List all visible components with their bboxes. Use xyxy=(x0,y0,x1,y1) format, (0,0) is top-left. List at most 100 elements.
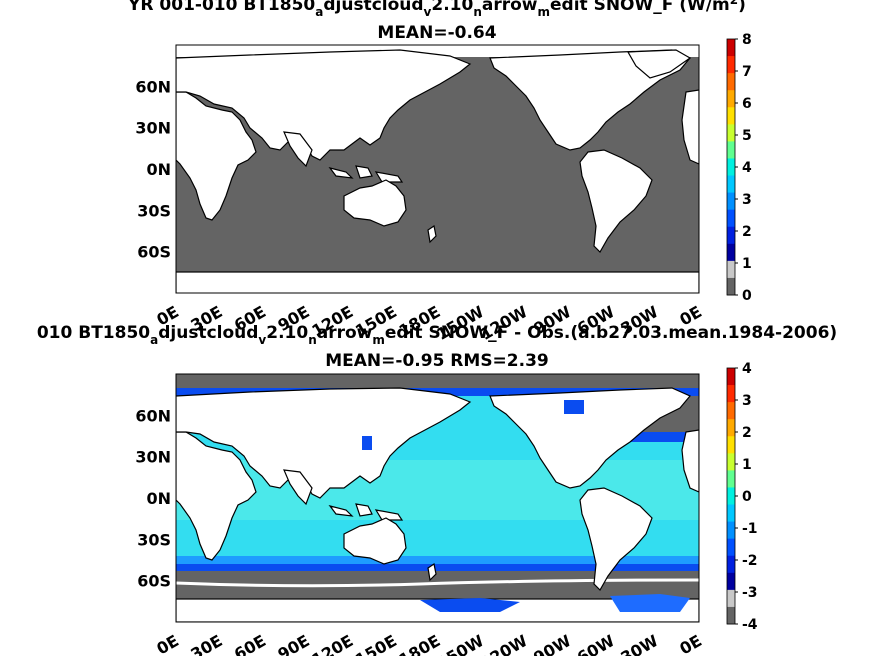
bottom-plot-frame xyxy=(175,373,700,623)
colorbar-segment xyxy=(727,141,735,159)
bottom-hudson-patch xyxy=(564,400,584,414)
bottom-africa-europe xyxy=(176,396,257,561)
top-panel-subtitle: MEAN=-0.64 xyxy=(377,23,496,43)
bottom-colorbar: 4 3 2 1 0 -1 -2 -3 -4 xyxy=(726,361,758,633)
colorbar-tick-label: 4 xyxy=(742,160,752,176)
colorbar-tick-label: 4 xyxy=(742,361,752,377)
colorbar-tick-label: 1 xyxy=(742,256,752,272)
y-tick-label: 60S xyxy=(137,572,171,591)
colorbar-tick-label: 7 xyxy=(742,64,752,80)
top-right-edge-land xyxy=(681,89,699,165)
colorbar-segment xyxy=(727,107,735,125)
colorbar-segment xyxy=(727,73,735,91)
colorbar-segment xyxy=(727,277,735,296)
colorbar-tick-label: -3 xyxy=(742,585,758,601)
top-antarctica xyxy=(176,271,699,293)
colorbar-segment xyxy=(727,368,735,386)
x-tick-label: 90W xyxy=(530,631,574,656)
x-tick-label: 120W xyxy=(477,631,531,656)
x-tick-label: 90E xyxy=(274,631,312,656)
colorbar-tick-label: -1 xyxy=(742,521,758,537)
x-tick-label: 30E xyxy=(187,631,225,656)
bottom-japan-sea-patch xyxy=(362,436,372,450)
y-tick-label: 30S xyxy=(137,201,171,220)
top-india xyxy=(283,131,313,168)
y-tick-label: 60N xyxy=(135,77,171,96)
colorbar-segment xyxy=(727,56,735,74)
bottom-panel-subtitle: MEAN=-0.95 RMS=2.39 xyxy=(325,351,549,371)
colorbar-segment xyxy=(727,453,735,471)
colorbar-segment xyxy=(727,419,735,437)
top-greenland xyxy=(626,49,692,79)
colorbar-segment xyxy=(727,243,735,262)
bottom-india xyxy=(283,469,313,506)
colorbar-tick-label: 5 xyxy=(742,128,752,144)
colorbar-segment xyxy=(727,226,735,245)
colorbar-tick-label: -2 xyxy=(742,553,758,569)
bottom-arctic-grey xyxy=(176,374,699,388)
bottom-south-band-1 xyxy=(176,556,699,564)
colorbar-tick-label: 1 xyxy=(742,457,752,473)
colorbar-segment xyxy=(727,402,735,420)
y-tick-label: 30N xyxy=(135,119,171,138)
x-tick-label: 180E xyxy=(396,631,444,656)
top-australia xyxy=(343,179,407,227)
bottom-right-edge-land xyxy=(681,429,699,493)
colorbar-tick-label: 3 xyxy=(742,192,752,208)
bottom-indonesia xyxy=(328,503,404,521)
colorbar-tick-label: 6 xyxy=(742,96,752,112)
top-eurasia xyxy=(176,49,472,161)
top-plot-frame xyxy=(175,44,700,294)
colorbar-segment xyxy=(727,521,735,540)
top-indonesia xyxy=(328,165,404,183)
y-tick-label: 60N xyxy=(135,406,171,425)
colorbar-segment xyxy=(727,606,735,625)
y-tick-label: 30S xyxy=(137,530,171,549)
top-colorbar: 8 7 6 5 4 3 2 1 0 xyxy=(726,32,752,304)
colorbar-segment xyxy=(727,90,735,108)
x-tick-label: 30W xyxy=(617,631,661,656)
colorbar-segment xyxy=(727,39,735,57)
colorbar-segment xyxy=(727,436,735,454)
top-panel-title: YR 001-010 BT1850adjustcloudv2.10narrowm… xyxy=(127,0,746,19)
colorbar-segment xyxy=(727,470,735,488)
top-new-zealand xyxy=(427,225,437,244)
bottom-eurasia xyxy=(176,387,472,499)
colorbar-tick-label: 0 xyxy=(742,489,752,505)
colorbar-segment xyxy=(727,158,735,177)
x-tick-label: 60E xyxy=(231,631,269,656)
x-tick-label: 60W xyxy=(574,631,618,656)
colorbar-segment xyxy=(727,538,735,557)
y-tick-label: 0N xyxy=(146,160,171,179)
bottom-panel: 010 BT1850adjustcloudv2.10narrowmedit SN… xyxy=(37,323,837,656)
bottom-australia xyxy=(343,517,407,565)
bottom-new-zealand xyxy=(427,563,437,582)
top-south-america xyxy=(579,149,653,253)
colorbar-segment xyxy=(727,487,735,506)
top-africa-europe xyxy=(176,58,257,221)
colorbar-segment xyxy=(727,555,735,574)
colorbar-segment xyxy=(727,572,735,591)
bottom-south-america xyxy=(579,487,653,591)
colorbar-segment xyxy=(727,124,735,142)
bottom-panel-title: 010 BT1850adjustcloudv2.10narrowmedit SN… xyxy=(37,323,837,347)
bottom-ross-sea xyxy=(420,598,520,612)
colorbar-segment xyxy=(727,209,735,228)
colorbar-segment xyxy=(727,175,735,194)
bottom-weddell-sea xyxy=(610,594,690,612)
y-tick-label: 0N xyxy=(146,489,171,508)
y-tick-label: 30N xyxy=(135,448,171,467)
y-tick-label: 60S xyxy=(137,243,171,262)
x-tick-label: 0E xyxy=(676,631,705,656)
colorbar-tick-label: 0 xyxy=(742,288,752,304)
bottom-y-axis: 60N 30N 0N 30S 60S xyxy=(135,406,171,590)
x-tick-label: 150E xyxy=(352,631,400,656)
colorbar-segment xyxy=(727,192,735,211)
colorbar-segment xyxy=(727,385,735,403)
bottom-map xyxy=(176,374,699,622)
bottom-north-america xyxy=(489,387,691,489)
colorbar-segment xyxy=(727,589,735,608)
top-map xyxy=(176,45,699,293)
